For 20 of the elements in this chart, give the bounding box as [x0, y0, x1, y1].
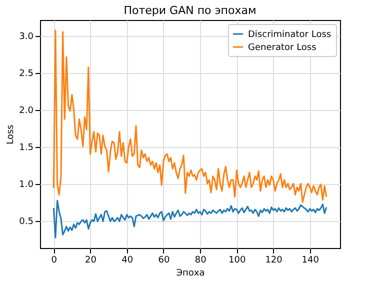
- x-tick-label: 0: [51, 256, 58, 266]
- y-tick-label: 1.5: [19, 143, 34, 154]
- x-tick-label: 20: [85, 256, 97, 266]
- y-axis-title: Loss: [6, 124, 16, 144]
- x-tick-label: 40: [122, 256, 134, 266]
- y-tick-label: 2.5: [19, 69, 34, 80]
- legend-label: Discriminator Loss: [248, 30, 332, 40]
- x-tick-label: 100: [228, 256, 246, 266]
- legend-label: Generator Loss: [248, 43, 317, 53]
- y-tick-label: 0.5: [19, 217, 34, 228]
- x-tick-label: 80: [194, 256, 207, 266]
- x-tick-label: 140: [302, 256, 320, 266]
- y-tick-label: 3.0: [19, 32, 34, 42]
- line-series: [52, 200, 328, 238]
- x-tick-label: 120: [265, 256, 283, 266]
- x-axis-title: Эпоха: [176, 268, 205, 278]
- chart-title: Потери GAN по эпохам: [124, 4, 256, 17]
- y-tick-label: 2.0: [19, 106, 34, 116]
- y-tick-label: 1.0: [19, 180, 34, 190]
- x-tick-label: 60: [158, 256, 170, 266]
